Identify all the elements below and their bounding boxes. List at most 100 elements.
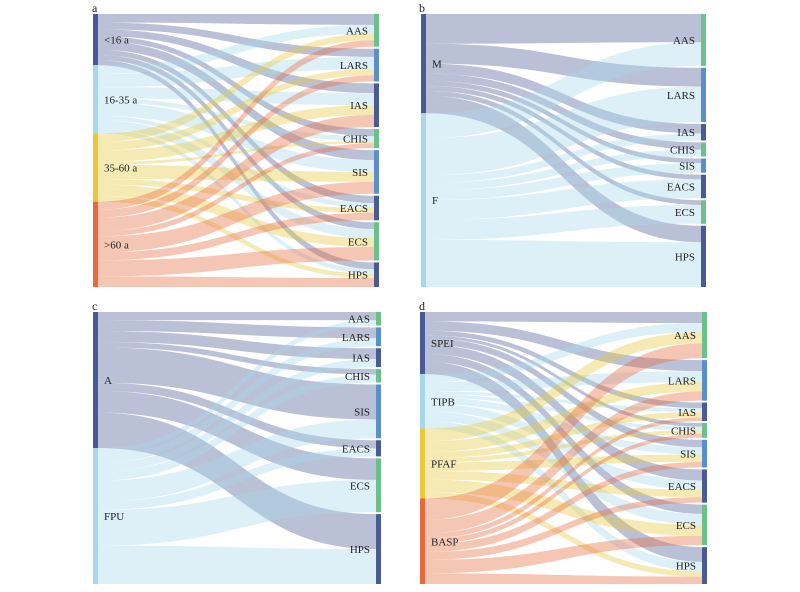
flow-M-to-CHIS [426,73,701,150]
source-node-bar [420,312,425,375]
flow-PFAF-to-SIS [425,454,702,471]
target-node-bar [702,402,707,422]
flow-16-35 a-to-LARS [98,56,374,88]
panel-c: c A FPU AAS LARS IAS CHIS SIS EACS ECS HPS [92,299,381,584]
target-node-label: SIS [680,449,696,461]
flow-A-to-AAS [98,312,376,321]
target-node-bar [374,150,379,194]
source-node-label: A [104,375,112,387]
flow-SPEI-to-SIS [425,338,702,448]
flow-A-to-CHIS [98,341,376,375]
flow-TIPB-to-HPS [425,420,702,572]
source-node-bar [421,14,426,114]
target-node-bar [702,504,707,546]
flow-BASP-to-EACS [425,497,702,560]
source-node-label: 16-35 a [104,94,137,106]
flow-PFAF-to-HPS [425,492,702,577]
target-node-bar [701,174,706,199]
flow-SPEI-to-AAS [425,312,702,324]
flow-FPU-to-AAS [98,320,376,454]
target-node-bar [374,48,379,82]
target-node-label: IAS [678,407,696,419]
source-node-bar [420,374,425,429]
flow-BASP-to-HPS [425,573,702,584]
flow-PFAF-to-EACS [425,470,702,498]
flow-TIPB-to-ECS [425,411,702,525]
target-node-label: LARS [340,60,368,72]
flow-A-to-EACS [98,382,376,449]
target-node-bar [701,158,706,173]
panel-letter: b [419,1,425,15]
target-node-bar [376,348,381,368]
flow-PFAF-to-LARS [425,382,702,452]
flow-16-35 a-to-IAS [98,87,374,106]
flow-F-to-HPS [426,239,701,287]
flow-F-to-LARS [426,86,701,176]
flow-M-to-ECS [426,90,701,205]
flow-FPU-to-LARS [98,338,376,463]
target-node-bar [374,129,379,149]
flow-F-to-ECS [426,204,701,240]
target-node-label: SIS [354,406,370,418]
source-node-bar [420,498,425,584]
source-node-bar [93,14,98,66]
flow-F-to-IAS [426,133,701,183]
target-node-bar [376,458,381,513]
flow-BASP-to-CHIS [425,434,702,544]
source-node-label: <16 a [104,35,129,47]
source-node-label: F [432,195,438,207]
flow-BASP-to-SIS [425,461,702,552]
flow-BASP-to-IAS [425,417,702,539]
flow->60 a-to-IAS [98,114,374,232]
target-node-label: LARS [668,375,696,387]
flow-BASP-to-LARS [425,391,702,534]
flow-<16 a-to-LARS [98,22,374,57]
flow-A-to-LARS [98,320,376,339]
panel-b: b M F AAS LARS IAS CHIS SIS EACS ECS HPS [419,1,706,287]
flow-F-to-SIS [426,163,701,201]
source-node-bar [93,65,98,134]
source-node-bar [420,428,425,499]
target-node-bar [702,312,707,359]
flow-16-35 a-to-CHIS [98,98,374,141]
flow-M-to-SIS [426,81,701,164]
target-node-bar [376,514,381,584]
source-node-label: TIPB [431,396,455,408]
flows [425,312,702,584]
target-node-label: HPS [350,544,370,556]
flow->60 a-to-LARS [98,75,374,218]
target-node-label: CHIS [345,371,370,383]
flow-SPEI-to-IAS [425,330,702,409]
flow-PFAF-to-CHIS [425,430,702,463]
flow-PFAF-to-AAS [425,332,702,442]
flow->60 a-to-EACS [98,212,374,261]
target-node-label: AAS [346,25,368,37]
flow-FPU-to-EACS [98,448,376,511]
flow-TIPB-to-SIS [425,397,702,455]
target-node-label: ECS [675,207,695,219]
target-node-bar [702,439,707,468]
target-node-label: SIS [679,161,695,173]
source-node-bar [93,448,98,584]
flow-SPEI-to-HPS [425,361,702,562]
panel-letter: d [419,299,425,313]
flow-SPEI-to-ECS [425,353,702,514]
flow-FPU-to-IAS [98,359,376,472]
flow-M-to-AAS [426,14,701,44]
flow->60 a-to-ECS [98,246,374,277]
flow-F-to-AAS [426,42,701,139]
flow-16-35 a-to-HPS [98,129,374,274]
flow-TIPB-to-AAS [425,323,702,382]
target-node-bar [702,469,707,503]
target-node-bar [701,225,706,287]
flows [98,312,376,584]
flow-BASP-to-AAS [425,343,702,520]
flow-FPU-to-SIS [98,419,376,502]
flow->60 a-to-AAS [98,40,374,210]
target-node-label: CHIS [671,425,696,437]
target-node-bar [702,547,707,584]
flow-35-60 a-to-ECS [98,184,374,247]
panel-letter: c [92,299,97,313]
target-node-bar [702,423,707,438]
